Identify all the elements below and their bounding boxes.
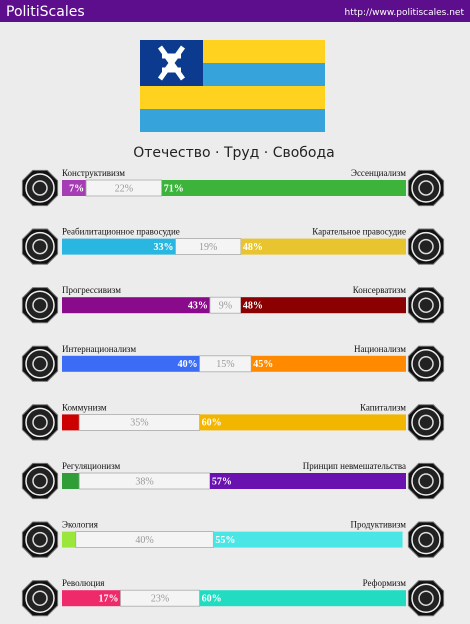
left-segment bbox=[62, 355, 200, 372]
flag bbox=[140, 40, 325, 132]
axis-icon-ring bbox=[411, 290, 441, 320]
right-percent: 57% bbox=[212, 476, 232, 487]
left-axis-name: Регуляционизм bbox=[62, 461, 121, 471]
axis-icon-ring bbox=[411, 349, 441, 379]
right-axis-name: Продуктивизм bbox=[350, 520, 406, 530]
axis-icon-ring bbox=[411, 407, 441, 438]
left-segment bbox=[62, 473, 80, 489]
axis-icon-symbol bbox=[418, 531, 434, 548]
left-segment bbox=[62, 238, 176, 255]
right-axis-name: Капитализм bbox=[360, 402, 406, 412]
right-segment bbox=[251, 355, 406, 372]
left-segment bbox=[62, 297, 210, 314]
left-percent: 43% bbox=[188, 300, 208, 311]
neutral-percent: 38% bbox=[135, 476, 153, 487]
axis-icon-symbol bbox=[418, 238, 434, 255]
axis-icon-symbol bbox=[32, 590, 48, 606]
axis-icon-symbol bbox=[418, 356, 434, 372]
axis-icon-symbol bbox=[418, 297, 434, 313]
axis-icon-symbol bbox=[32, 356, 48, 372]
left-axis-name: Реабилитационное правосудие bbox=[62, 227, 180, 237]
left-axis-name: Революция bbox=[62, 578, 104, 588]
axis-icon-ring bbox=[411, 173, 441, 203]
axis-icon-symbol bbox=[32, 180, 48, 196]
left-percent: 7% bbox=[69, 183, 84, 194]
axis-icon-ring bbox=[411, 583, 441, 613]
axis-icon-ring bbox=[25, 290, 55, 320]
right-percent: 60% bbox=[202, 593, 222, 604]
right-segment bbox=[240, 297, 406, 314]
neutral-percent: 15% bbox=[216, 359, 234, 370]
axis-icon-ring bbox=[411, 466, 441, 496]
right-segment bbox=[199, 590, 406, 607]
left-segment bbox=[62, 590, 121, 607]
left-percent: 33% bbox=[154, 242, 174, 253]
neutral-percent: 22% bbox=[115, 183, 133, 194]
slogan: Отечество · Труд · Свобода bbox=[133, 145, 335, 161]
axis-icon-symbol bbox=[418, 180, 434, 196]
right-percent: 71% bbox=[164, 183, 184, 194]
axis-icon-ring bbox=[25, 466, 55, 496]
right-axis-name: Карательное правосудие bbox=[312, 227, 406, 237]
axis-icon-symbol bbox=[32, 473, 48, 489]
right-axis-name: Консерватизм bbox=[353, 285, 407, 295]
left-axis-name: Конструктивизм bbox=[62, 168, 125, 178]
left-segment bbox=[62, 414, 80, 431]
left-axis-name: Экология bbox=[62, 520, 98, 530]
axis-icon-ring bbox=[25, 349, 55, 379]
axis-icon-ring bbox=[411, 231, 441, 262]
right-segment bbox=[209, 473, 406, 489]
site-title: PolitiScales bbox=[6, 4, 85, 20]
left-percent: 17% bbox=[98, 593, 118, 604]
axis-icon-symbol bbox=[418, 414, 434, 431]
neutral-percent: 40% bbox=[135, 535, 153, 546]
left-segment bbox=[62, 531, 76, 548]
axis-icon-ring bbox=[25, 407, 55, 438]
axis-icon-symbol bbox=[418, 473, 434, 489]
right-segment bbox=[161, 180, 406, 196]
right-percent: 48% bbox=[243, 300, 263, 311]
left-axis-name: Интернационализм bbox=[62, 344, 136, 354]
axis-icon-symbol bbox=[32, 297, 48, 313]
axis-icon-ring bbox=[25, 524, 55, 555]
right-segment bbox=[213, 531, 403, 548]
right-segment bbox=[240, 238, 406, 255]
right-percent: 60% bbox=[202, 418, 222, 429]
right-percent: 55% bbox=[215, 535, 235, 546]
left-segment bbox=[62, 180, 87, 196]
axis-icon-ring bbox=[25, 173, 55, 203]
left-axis-name: Коммунизм bbox=[62, 402, 107, 412]
right-axis-name: Принцип невмешательства bbox=[303, 461, 406, 471]
right-percent: 45% bbox=[253, 359, 273, 370]
neutral-percent: 23% bbox=[151, 593, 169, 604]
axis-icon-symbol bbox=[32, 238, 48, 255]
axis-icon-ring bbox=[25, 583, 55, 613]
header-bar bbox=[0, 0, 470, 22]
right-axis-name: Реформизм bbox=[363, 578, 407, 588]
left-percent: 40% bbox=[178, 359, 198, 370]
right-percent: 48% bbox=[243, 242, 263, 253]
axis-icon-ring bbox=[25, 231, 55, 262]
left-axis-name: Прогрессивизм bbox=[62, 285, 121, 295]
neutral-percent: 19% bbox=[199, 242, 217, 253]
right-axis-name: Эссенциализм bbox=[351, 168, 406, 178]
axis-icon-symbol bbox=[32, 531, 48, 548]
right-segment bbox=[199, 414, 406, 431]
axis-icon-symbol bbox=[32, 414, 48, 431]
axis-icon-ring bbox=[411, 524, 441, 555]
site-url: http://www.politiscales.net bbox=[345, 8, 465, 18]
right-axis-name: Национализм bbox=[354, 344, 406, 354]
neutral-percent: 9% bbox=[219, 300, 232, 311]
axis-icon-symbol bbox=[418, 590, 434, 606]
neutral-percent: 35% bbox=[130, 418, 148, 429]
